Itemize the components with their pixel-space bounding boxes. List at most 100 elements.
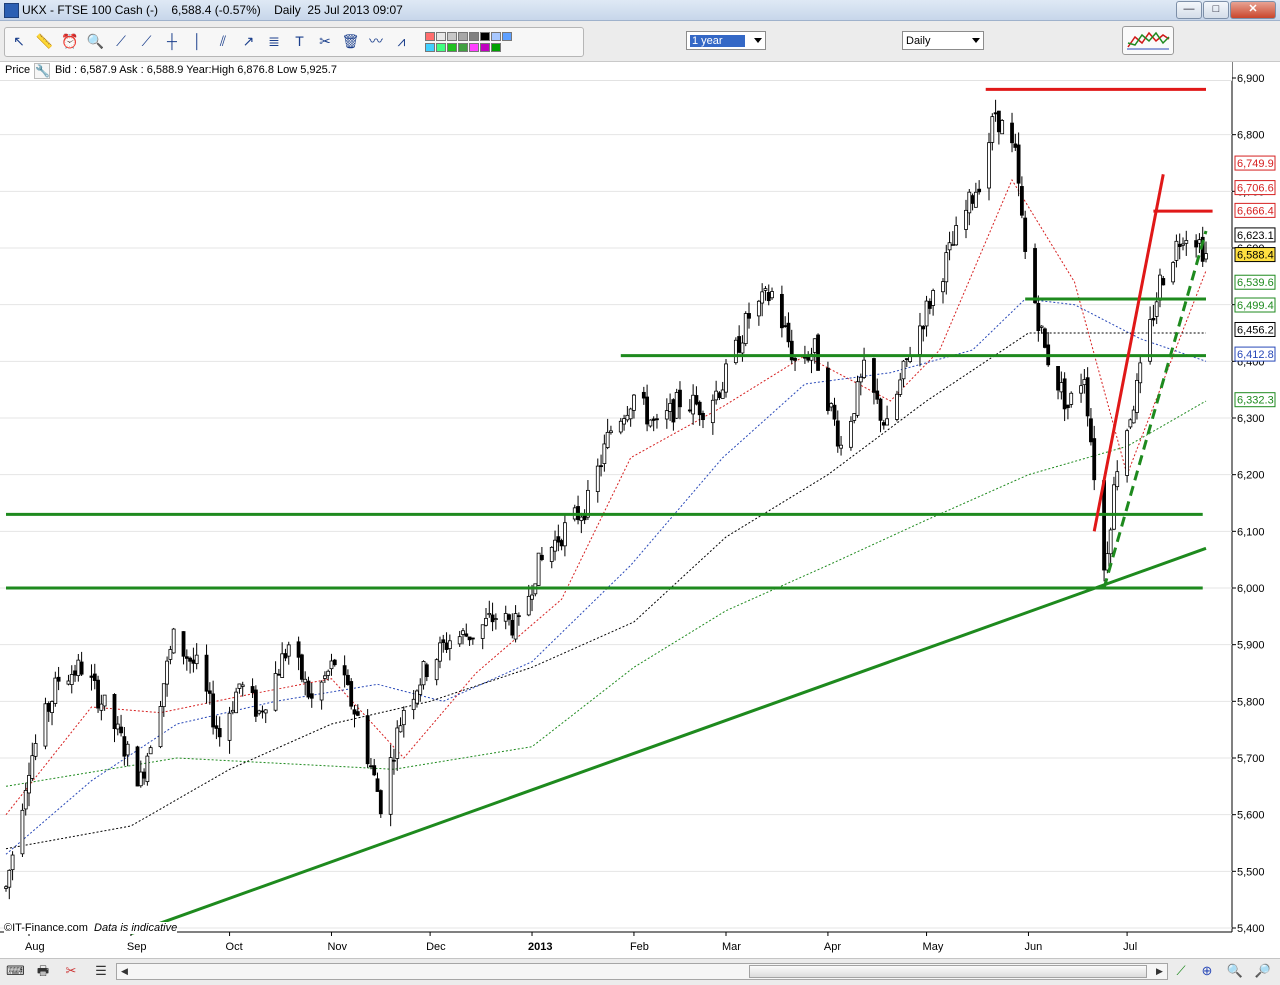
price-tag: 6,412.8 (1234, 346, 1276, 362)
candle (697, 400, 702, 426)
candle (145, 752, 150, 786)
price-tag-label: 6,706.6 (1237, 183, 1274, 195)
color-swatch[interactable] (436, 32, 446, 41)
candle (158, 700, 163, 749)
chart-area[interactable]: 5,400 5,500 5,600 5,700 5,800 5,900 6,000 6,100… (0, 62, 1280, 958)
candle (1092, 425, 1097, 491)
pointer-tool-icon[interactable]: ↖ (13, 33, 25, 49)
title-bar: UKX - FTSE 100 Cash (-) 6,588.4 (-0.57%)… (0, 0, 1280, 21)
color-swatch[interactable] (458, 43, 468, 52)
ruler-tool-icon[interactable]: 📏 (35, 33, 54, 49)
color-swatch[interactable] (491, 43, 501, 52)
chart-style-icon[interactable]: ⟋ (1176, 963, 1186, 978)
period-select[interactable]: 1 year (686, 31, 766, 50)
candle (464, 623, 469, 638)
list-icon[interactable]: ☰ (95, 963, 107, 978)
trend-line[interactable] (130, 546, 1207, 936)
pattern-icon[interactable]: ⩘ (397, 33, 406, 49)
color-swatch[interactable] (469, 32, 479, 41)
ray-tool-icon[interactable]: ⟋ (141, 33, 152, 49)
price-tag: 6,706.6 (1234, 180, 1276, 196)
disconnect-icon[interactable]: ✂ (65, 963, 77, 978)
interval-select[interactable]: Daily (902, 31, 984, 50)
candle (977, 180, 982, 195)
disclaimer-text: Data is indicative (94, 922, 178, 934)
candle (250, 678, 255, 698)
horizontal-line-tool-icon[interactable]: ┼ (167, 33, 177, 49)
close-button[interactable]: ✕ (1230, 1, 1276, 19)
candle (645, 384, 649, 432)
candle (1016, 132, 1021, 197)
candle (375, 772, 380, 792)
alarm-tool-icon[interactable]: ⏰ (61, 33, 79, 49)
zoom-tool-icon[interactable]: 🔍 (86, 33, 105, 49)
color-swatch[interactable] (447, 43, 457, 52)
color-swatch[interactable] (469, 43, 479, 52)
color-swatch[interactable] (425, 43, 435, 52)
candle (858, 373, 863, 396)
candle (655, 413, 659, 429)
vertical-line-tool-icon[interactable]: │ (193, 33, 202, 49)
candle (947, 231, 952, 261)
horizontal-scrollbar[interactable]: ◀ ▶ (116, 963, 1168, 980)
trend-lines[interactable] (6, 87, 1213, 936)
maximize-button[interactable]: □ (1203, 1, 1229, 19)
candle (395, 720, 400, 771)
candle (944, 244, 949, 295)
zoom-out-icon[interactable]: 🔍 (1226, 963, 1244, 978)
candle (296, 636, 301, 671)
chevron-down-icon (972, 38, 980, 43)
plot-background (0, 62, 1232, 958)
candle (895, 390, 899, 422)
scroll-thumb[interactable] (749, 965, 1147, 978)
line-chart-icon[interactable]: 〰 (369, 33, 383, 49)
candle (921, 325, 926, 342)
candle (401, 706, 406, 738)
trendline-tool-icon[interactable]: ⟋ (116, 33, 126, 49)
print-icon[interactable]: 🖶 (36, 963, 50, 978)
color-swatch[interactable] (436, 43, 446, 52)
candle (211, 680, 216, 735)
candle (1069, 391, 1074, 408)
candle (987, 132, 991, 201)
candle (7, 869, 12, 900)
scroll-right-icon[interactable]: ▶ (1156, 966, 1163, 976)
candle (342, 655, 347, 688)
price-chart[interactable]: 5,400 5,500 5,600 5,700 5,800 5,900 6,000 6,100… (0, 62, 1280, 958)
minimize-button[interactable]: — (1176, 1, 1202, 19)
x-tick-label: Sep (127, 941, 147, 953)
price-tag-label: 6,539.6 (1237, 277, 1274, 289)
chart-layout-button[interactable] (1122, 26, 1174, 55)
candle (1135, 373, 1139, 420)
color-swatch[interactable] (480, 43, 490, 52)
trend-line[interactable] (1092, 174, 1165, 532)
zoom-fit-icon[interactable]: ⊕ (1201, 963, 1213, 978)
status-bar: ⌨ 🖶 ✂ ☰ ◀ ▶ ⟋ ⊕ 🔍 🔎 (0, 958, 1280, 985)
wrench-icon[interactable]: 🔧 (34, 63, 50, 79)
arrow-tool-icon[interactable]: ↗ (242, 33, 255, 49)
candle (56, 666, 61, 691)
keyboard-icon[interactable]: ⌨ (6, 963, 25, 978)
candle (1036, 295, 1041, 342)
text-tool-icon[interactable]: T (295, 33, 304, 49)
color-swatch[interactable] (480, 32, 490, 41)
price-tags: 6,749.9 6,706.6 6,666.4 6,623.1 6,588.4 6,539… (1234, 155, 1276, 408)
candle (326, 669, 331, 681)
y-tick-label: 6,300 (1237, 413, 1265, 425)
tools-icon[interactable]: ✂ (319, 33, 331, 49)
color-swatch[interactable] (491, 32, 501, 41)
candle (378, 789, 383, 818)
color-swatch[interactable] (458, 32, 468, 41)
zoom-in-icon[interactable]: 🔎 (1254, 963, 1272, 978)
price-tag: 6,539.6 (1234, 274, 1276, 290)
channel-tool-icon[interactable]: ⫽ (219, 33, 227, 49)
candle (1108, 527, 1113, 566)
color-swatch[interactable] (447, 32, 457, 41)
delete-icon[interactable]: 🗑 (341, 33, 360, 49)
color-swatch[interactable] (502, 32, 512, 41)
fibonacci-tool-icon[interactable]: ≣ (268, 33, 280, 49)
color-swatch[interactable] (425, 32, 435, 41)
y-tick-label: 5,700 (1237, 753, 1265, 765)
scroll-left-icon[interactable]: ◀ (121, 966, 128, 976)
trend-line[interactable] (1102, 230, 1208, 589)
